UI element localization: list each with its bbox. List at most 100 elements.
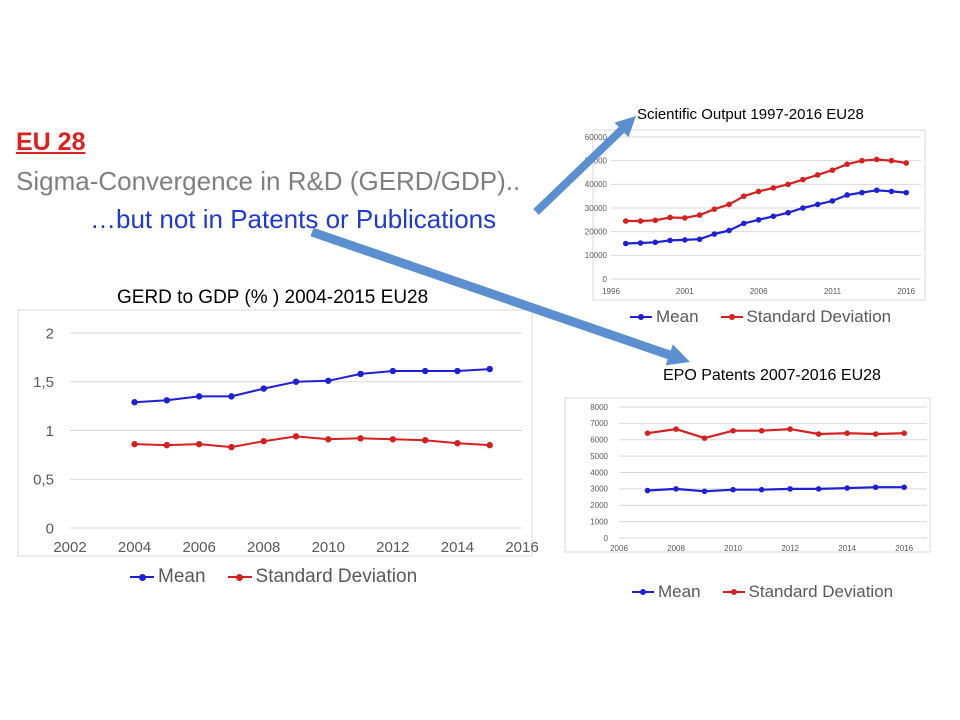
x-tick-label: 2014 xyxy=(441,539,474,556)
data-point-std xyxy=(787,426,793,432)
series-line-mean xyxy=(134,368,490,404)
data-point-std xyxy=(622,218,629,224)
series-line-mean xyxy=(647,486,905,493)
data-point-std xyxy=(131,440,138,448)
data-point-mean xyxy=(730,486,736,493)
legend-item-std: Standard Deviation xyxy=(720,307,891,327)
y-tick-label: 8000 xyxy=(590,403,608,412)
x-tick-label: 2004 xyxy=(118,539,151,556)
legend-item-mean: Mean xyxy=(130,566,206,588)
data-point-std xyxy=(682,215,688,221)
x-tick-label: 2016 xyxy=(895,544,913,553)
data-point-std xyxy=(815,431,822,437)
x-tick-label: 2011 xyxy=(824,287,842,296)
data-point-mean xyxy=(652,239,659,246)
y-tick-label: 40000 xyxy=(585,180,608,189)
y-tick-label: 2000 xyxy=(590,501,608,510)
data-point-mean xyxy=(903,189,910,196)
data-point-mean xyxy=(844,485,850,491)
x-tick-label: 2012 xyxy=(781,544,799,553)
data-point-std xyxy=(652,217,659,224)
x-tick-label: 2006 xyxy=(182,539,215,556)
epo-patents-chart-legend: Mean Standard Deviation xyxy=(632,582,915,602)
data-point-mean xyxy=(325,377,332,384)
epo-chart-frame xyxy=(564,397,931,553)
data-point-std xyxy=(844,430,850,437)
data-point-std xyxy=(711,206,718,212)
sci-chart: 0 10000 20000 30000 40000 50000 60000 1996 2001 2… xyxy=(585,129,926,301)
gerd-chart-frame xyxy=(17,309,533,557)
legend-item-mean: Mean xyxy=(632,582,701,602)
data-point-std xyxy=(228,443,235,451)
data-point-std xyxy=(758,427,765,434)
data-point-std xyxy=(726,201,732,208)
y-tick-label: 1 xyxy=(46,423,54,440)
data-point-mean xyxy=(787,486,793,492)
data-point-mean xyxy=(637,240,644,246)
legend-label-mean: Mean xyxy=(158,566,206,587)
data-point-mean xyxy=(901,484,907,491)
arrow-to-scientific-output xyxy=(533,116,636,215)
legend-swatch-mean xyxy=(130,572,154,582)
slide-heading: EU 28 xyxy=(16,128,86,156)
data-point-std xyxy=(637,218,644,224)
data-point-std xyxy=(872,431,879,437)
x-tick-label: 2001 xyxy=(676,287,694,296)
y-tick-label: 50000 xyxy=(585,156,608,165)
data-point-mean xyxy=(357,370,364,378)
series-line-std xyxy=(647,428,905,440)
x-tick-label: 1996 xyxy=(602,287,620,296)
y-tick-label: 60000 xyxy=(585,133,608,142)
data-point-std xyxy=(195,440,203,448)
legend-swatch-std xyxy=(722,587,745,597)
data-point-mean xyxy=(815,486,822,492)
data-point-mean xyxy=(622,240,629,247)
data-point-mean xyxy=(800,205,806,211)
x-tick-label: 2002 xyxy=(53,539,86,556)
data-point-mean xyxy=(682,237,688,243)
x-tick-label: 2006 xyxy=(750,287,768,296)
sci-chart-frame xyxy=(592,129,926,301)
y-tick-label: 0,5 xyxy=(33,472,54,489)
data-point-std xyxy=(454,439,461,447)
legend-item-std: Standard Deviation xyxy=(722,582,893,602)
data-point-mean xyxy=(667,237,673,244)
legend-label-std: Standard Deviation xyxy=(255,566,418,587)
x-tick-label: 2016 xyxy=(505,539,538,556)
epo-chart: 0 1000 2000 3000 4000 5000 6000 7000 8000 2006 200… xyxy=(564,397,931,553)
data-point-std xyxy=(357,435,364,442)
x-tick-label: 2008 xyxy=(667,544,685,553)
data-point-std xyxy=(785,181,791,188)
legend-item-mean: Mean xyxy=(630,307,699,327)
data-point-std xyxy=(421,437,429,444)
legend-swatch-std xyxy=(720,312,743,322)
gerd-chart: 0 0,5 1 1,5 2 2002 2004 2006 2008 2010 2012 2014 201… xyxy=(17,309,539,557)
gerd-chart-title: GERD to GDP (% ) 2004-2015 EU28 xyxy=(117,287,429,308)
data-point-std xyxy=(696,212,703,218)
data-point-mean xyxy=(421,367,429,375)
y-tick-label: 0 xyxy=(46,520,54,537)
y-tick-label: 4000 xyxy=(590,468,608,477)
x-tick-label: 2016 xyxy=(897,287,915,296)
data-point-std xyxy=(163,441,171,449)
data-point-std xyxy=(873,156,880,163)
data-point-std xyxy=(888,157,895,164)
data-point-std xyxy=(800,176,806,183)
data-point-std xyxy=(325,436,332,443)
data-point-std xyxy=(486,441,493,449)
y-tick-label: 0 xyxy=(603,275,608,284)
data-point-mean xyxy=(389,367,397,375)
x-tick-label: 2008 xyxy=(247,539,280,556)
data-point-mean xyxy=(726,227,732,234)
y-tick-label: 5000 xyxy=(590,452,608,461)
data-point-std xyxy=(755,188,762,195)
data-point-mean xyxy=(644,487,651,494)
data-point-mean xyxy=(454,367,461,375)
data-point-mean xyxy=(741,220,747,227)
data-point-std xyxy=(859,157,865,164)
y-tick-label: 3000 xyxy=(590,485,608,494)
data-point-std xyxy=(903,160,910,166)
slide-claim: …but not in Patents or Publications xyxy=(90,204,497,234)
x-tick-label: 2010 xyxy=(724,544,742,553)
